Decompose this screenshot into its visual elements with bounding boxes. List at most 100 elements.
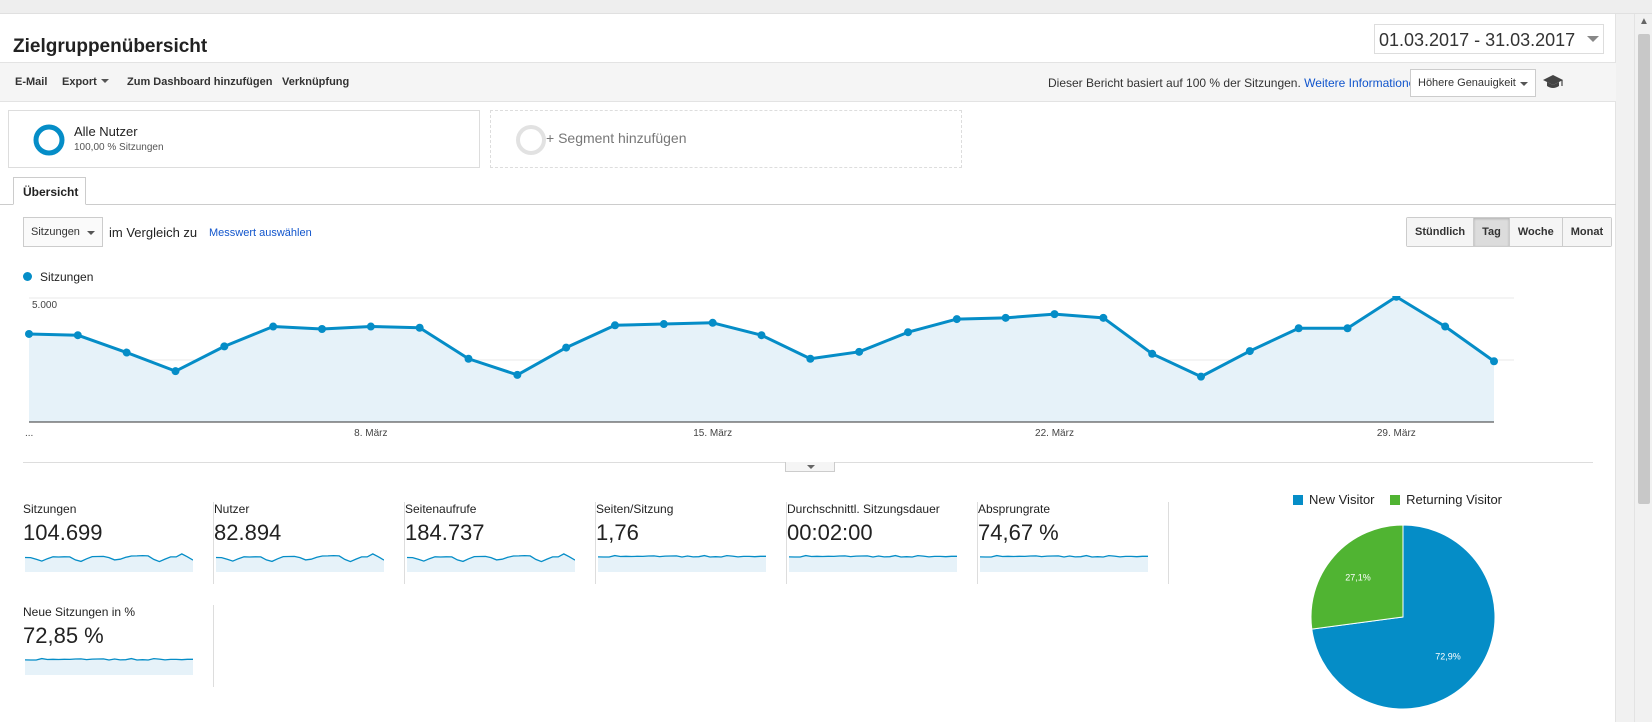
data-point — [1050, 310, 1059, 319]
month-button[interactable]: Monat — [1562, 218, 1612, 246]
sparkline-fill — [25, 553, 193, 572]
kpi-value: 74,67 % — [978, 520, 1059, 545]
data-point — [1490, 357, 1498, 366]
new-visitor-swatch — [1293, 495, 1303, 505]
tab-divider — [0, 204, 1616, 205]
data-point — [1001, 313, 1010, 322]
accuracy-select[interactable]: Höhere Genauigkeit — [1410, 69, 1536, 97]
sparkline-line — [25, 657, 193, 661]
y-tick-label: 5.000 — [32, 300, 57, 311]
time-granularity-buttons: Stündlich Tag Woche Monat — [1406, 217, 1613, 247]
sparkline-fill — [980, 555, 1148, 572]
chevron-down-icon — [1587, 36, 1599, 42]
data-point — [513, 370, 522, 379]
data-point — [220, 342, 229, 351]
data-point — [855, 347, 864, 356]
visitor-pie-chart[interactable]: 72,9% 27,1% — [1308, 522, 1498, 712]
segment-share: 100,00 % Sitzungen — [74, 142, 164, 153]
series-label: Sitzungen — [40, 270, 94, 284]
pie-label-new-visitor: 72,9% — [1435, 651, 1461, 661]
data-point — [611, 321, 619, 330]
export-label: Export — [62, 76, 97, 88]
sparkline-fill — [789, 555, 957, 572]
data-point — [122, 348, 131, 357]
sparkline-fill — [25, 658, 193, 675]
data-point — [659, 320, 668, 329]
kpi-name: Nutzer — [214, 502, 250, 516]
chart-collapse-toggle[interactable] — [785, 462, 835, 472]
sparkline-fill — [407, 553, 575, 572]
date-range-picker[interactable]: 01.03.2017 - 31.03.2017 — [1374, 24, 1604, 54]
kpi-tile[interactable]: Seitenaufrufe 184.737 — [405, 502, 596, 584]
kpi-sparkline — [789, 554, 957, 572]
sampling-info-text: Dieser Bericht basiert auf 100 % der Sit… — [1048, 76, 1301, 90]
kpi-tile[interactable]: Absprungrate 74,67 % — [978, 502, 1169, 584]
data-point — [1294, 324, 1303, 333]
data-point — [415, 323, 424, 332]
chevron-down-icon — [807, 465, 815, 469]
kpi-tile[interactable]: Durchschnittl. Sitzungsdauer 00:02:00 — [787, 502, 978, 584]
kpi-value: 72,85 % — [23, 623, 104, 648]
kpi-tile[interactable]: Seiten/Sitzung 1,76 — [596, 502, 787, 584]
data-point — [1148, 349, 1157, 358]
returning-visitor-swatch — [1390, 495, 1401, 505]
data-point — [366, 322, 375, 331]
kpi-value: 1,76 — [596, 520, 639, 545]
add-to-dashboard-button[interactable]: Zum Dashboard hinzufügen — [127, 76, 273, 88]
chevron-down-icon — [1520, 82, 1528, 86]
segment-name: Alle Nutzer — [74, 124, 138, 139]
kpi-sparkline — [407, 553, 575, 572]
email-button[interactable]: E-Mail — [15, 76, 48, 88]
data-point — [318, 325, 326, 333]
kpi-tile[interactable]: Sitzungen 104.699 — [23, 502, 214, 584]
add-segment-button[interactable]: + Segment hinzufügen — [490, 110, 962, 168]
x-tick-label: 22. März — [1035, 428, 1074, 439]
scrollbar-thumb[interactable] — [1638, 34, 1650, 504]
sparkline-line — [216, 553, 384, 563]
data-point — [708, 318, 717, 327]
graduation-cap-icon[interactable] — [1542, 74, 1564, 90]
empty-segment-ring-icon — [516, 125, 546, 155]
kpi-sparkline — [980, 554, 1148, 572]
pie-slice-returning-visitor — [1310, 524, 1404, 630]
pie-legend: New Visitor Returning Visitor — [1293, 492, 1502, 507]
kpi-sparkline — [598, 554, 766, 572]
tab-overview[interactable]: Übersicht — [13, 177, 86, 205]
report-page: Zielgruppenübersicht 01.03.2017 - 31.03.… — [0, 14, 1616, 722]
sparkline-line — [407, 553, 575, 563]
segment-ring-icon — [33, 124, 65, 156]
export-button[interactable]: Export — [62, 76, 109, 88]
data-point — [1245, 347, 1254, 356]
data-point — [25, 329, 33, 338]
more-info-link[interactable]: Weitere Informationen — [1304, 76, 1422, 90]
hourly-button[interactable]: Stündlich — [1407, 218, 1475, 246]
data-point — [464, 354, 473, 363]
metric-select[interactable]: Sitzungen — [23, 217, 103, 247]
browser-top-strip — [0, 0, 1652, 14]
kpi-value: 82.894 — [214, 520, 282, 545]
add-segment-label: + Segment hinzufügen — [546, 130, 687, 146]
segment-all-users[interactable]: Alle Nutzer 100,00 % Sitzungen — [8, 110, 480, 168]
scroll-up-icon[interactable]: ▲ — [1639, 16, 1649, 27]
x-tick-label: 8. März — [354, 428, 387, 439]
kpi-sparkline — [25, 657, 193, 675]
x-tick-label: 29. März — [1377, 428, 1416, 439]
pie-label-returning-visitor: 27,1% — [1345, 573, 1371, 583]
kpi-tile[interactable]: Neue Sitzungen in % 72,85 % — [23, 605, 214, 687]
kpi-tile[interactable]: Nutzer 82.894 — [214, 502, 405, 584]
kpi-name: Seitenaufrufe — [405, 502, 477, 516]
sparkline-line — [980, 554, 1148, 558]
week-button[interactable]: Woche — [1509, 218, 1563, 246]
report-toolbar: E-Mail Export Zum Dashboard hinzufügen V… — [0, 62, 1616, 102]
shortcut-button[interactable]: Verknüpfung — [282, 76, 350, 88]
kpi-name: Seiten/Sitzung — [596, 502, 674, 516]
page-title: Zielgruppenübersicht — [13, 36, 208, 57]
choose-metric-link[interactable]: Messwert auswählen — [209, 227, 312, 239]
data-point — [171, 367, 180, 376]
day-button[interactable]: Tag — [1474, 218, 1510, 246]
kpi-value: 00:02:00 — [787, 520, 873, 545]
new-visitor-label: New Visitor — [1309, 492, 1375, 507]
sampling-info: Dieser Bericht basiert auf 100 % der Sit… — [1048, 76, 1422, 90]
vertical-scrollbar[interactable]: ▲ — [1634, 14, 1652, 722]
